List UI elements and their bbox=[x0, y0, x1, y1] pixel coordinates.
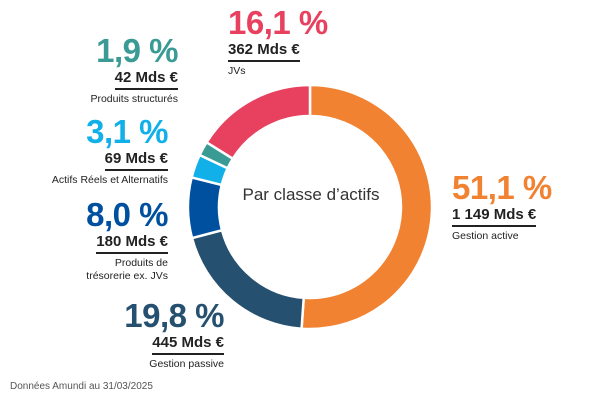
center-label: Par classe d’actifs bbox=[242, 185, 380, 204]
label-gestion-passive: 19,8 % 445 Mds € Gestion passive bbox=[88, 298, 224, 371]
category-jvs: JVs bbox=[228, 65, 246, 77]
percent-actifs-reels: 3,1 % bbox=[86, 113, 168, 150]
amount-gestion-active: 1 149 Mds € bbox=[452, 206, 537, 227]
category-produits-tresorerie: Produits de trésorerie ex. JVs bbox=[86, 257, 168, 282]
slice-gestion-active bbox=[300, 83, 434, 331]
footnote: Données Amundi au 31/03/2025 bbox=[10, 381, 153, 392]
label-gestion-active: 51,1 % 1 149 Mds € Gestion active bbox=[452, 170, 552, 243]
category-gestion-passive: Gestion passive bbox=[149, 358, 224, 370]
amount-produits-tresorerie: 180 Mds € bbox=[96, 233, 168, 254]
percent-produits-tresorerie: 8,0 % bbox=[86, 196, 168, 233]
label-jvs: 16,1 % 362 Mds € JVs bbox=[228, 5, 328, 78]
percent-jvs: 16,1 % bbox=[228, 4, 328, 41]
label-actifs-reels: 3,1 % 69 Mds € Actifs Réels et Alternati… bbox=[8, 113, 169, 187]
percent-gestion-active: 51,1 % bbox=[452, 169, 552, 206]
label-produits-tresorerie: 8,0 % 180 Mds € Produits de trésorerie e… bbox=[28, 197, 168, 283]
slice-jvs bbox=[204, 83, 312, 161]
category-gestion-active: Gestion active bbox=[452, 230, 519, 242]
percent-gestion-passive: 19,8 % bbox=[124, 297, 224, 334]
amount-gestion-passive: 445 Mds € bbox=[152, 334, 224, 355]
label-produits-structures: 1,9 % 42 Mds € Produits structurés bbox=[38, 33, 178, 106]
category-produits-structures: Produits structurés bbox=[90, 93, 178, 105]
slice-produits-de-tr-sorerie-ex-jvs bbox=[186, 175, 224, 240]
category-actifs-reels: Actifs Réels et Alternatifs bbox=[51, 174, 168, 186]
amount-jvs: 362 Mds € bbox=[228, 41, 300, 62]
amount-produits-structures: 42 Mds € bbox=[114, 69, 178, 90]
amount-actifs-reels: 69 Mds € bbox=[104, 150, 168, 171]
percent-produits-structures: 1,9 % bbox=[96, 32, 178, 69]
